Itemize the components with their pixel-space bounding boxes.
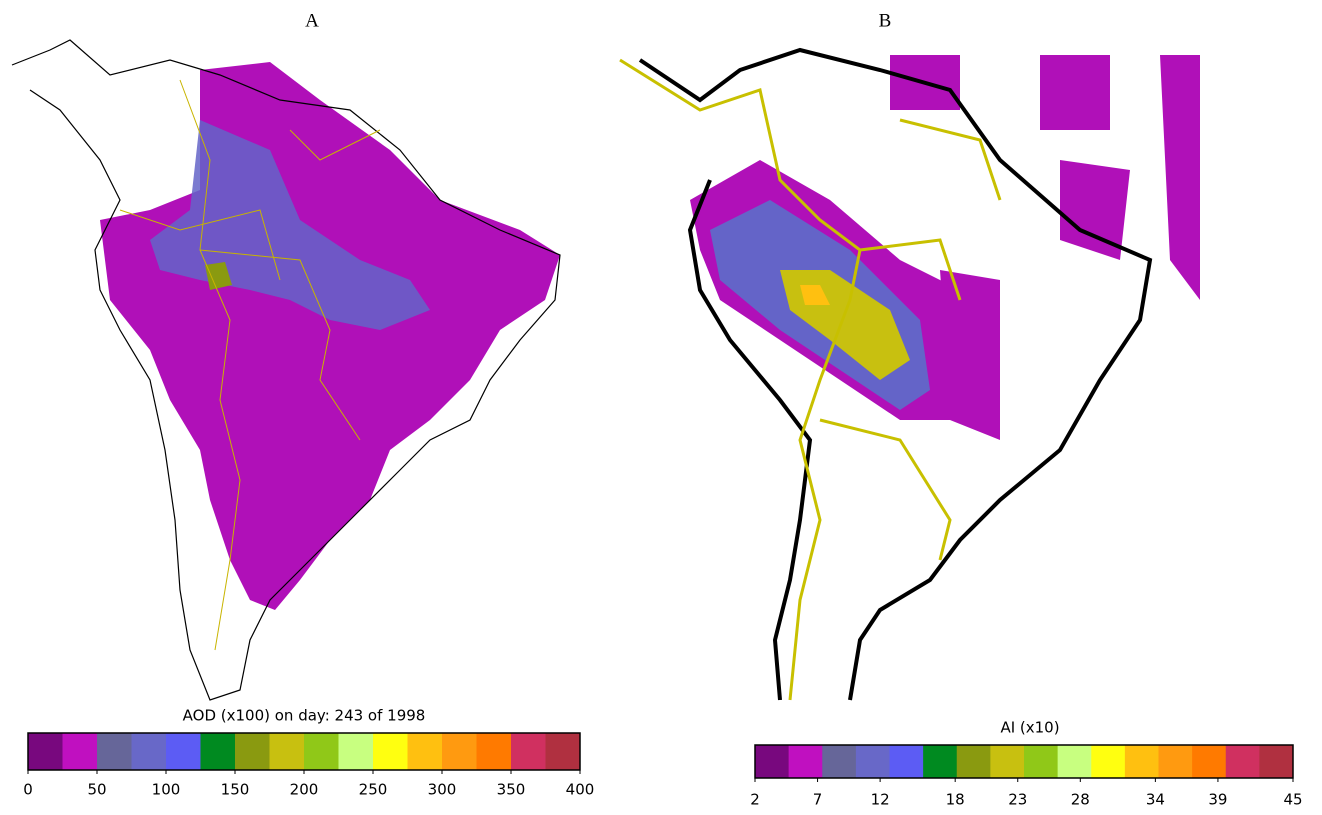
tick-label: 300 (428, 781, 457, 799)
map-a: A AOD (x100) on day: 243 of 1998 (11, 10, 561, 725)
tick-label: 39 (1208, 791, 1227, 809)
tick-label: 400 (566, 781, 595, 799)
colorbar-title: AOD (x100) on day: 243 of 1998 (183, 707, 426, 725)
color-swatch (62, 733, 98, 770)
borders (619, 58, 1002, 701)
coastline (11, 39, 561, 701)
color-swatch (373, 733, 408, 770)
color-swatch (1057, 745, 1092, 778)
color-swatch (855, 745, 890, 778)
aod-core (205, 262, 232, 290)
color-swatch (304, 733, 339, 770)
tick-label: 2 (750, 791, 760, 809)
color-swatch (822, 745, 857, 778)
tick-label: 100 (152, 781, 181, 799)
color-swatch (166, 733, 201, 770)
color-swatch (788, 745, 823, 778)
color-swatch (1024, 745, 1059, 778)
tick-label: 50 (87, 781, 106, 799)
color-swatch (269, 733, 305, 770)
tick-label: 350 (497, 781, 526, 799)
map-b: B AI (x10) (619, 10, 1200, 737)
color-swatch (923, 745, 958, 778)
ai-peak (800, 285, 830, 305)
tick-label: 250 (359, 781, 388, 799)
panel-label: B (879, 10, 892, 31)
tick-label: 23 (1008, 791, 1027, 809)
tick-label: 150 (221, 781, 250, 799)
color-swatch (755, 745, 790, 778)
color-swatch (131, 733, 167, 770)
colorbar-title: AI (x10) (1000, 719, 1059, 737)
color-swatch (1124, 745, 1159, 778)
color-swatch (1225, 745, 1260, 778)
panel-label: A (305, 10, 319, 31)
color-swatch (1158, 745, 1193, 778)
color-swatch (990, 745, 1025, 778)
tick-label: 28 (1071, 791, 1090, 809)
coastline (638, 47, 1153, 701)
color-swatch (1259, 745, 1294, 778)
ai-patches (890, 55, 1200, 440)
color-swatch (97, 733, 132, 770)
color-swatch (1091, 745, 1126, 778)
color-swatch (338, 733, 374, 770)
color-swatch (1192, 745, 1227, 778)
color-swatch (28, 733, 63, 770)
color-swatch (476, 733, 512, 770)
aod-field (100, 62, 560, 610)
color-swatch (235, 733, 270, 770)
colorbar-frame (754, 744, 1294, 779)
tick-label: 45 (1283, 791, 1302, 809)
color-swatch (200, 733, 236, 770)
tick-label: 7 (813, 791, 823, 809)
tick-label: 18 (946, 791, 965, 809)
tick-label: 200 (290, 781, 319, 799)
tick-label: 0 (23, 781, 33, 799)
color-swatch (407, 733, 443, 770)
tick-label: 12 (871, 791, 890, 809)
color-swatch (889, 745, 924, 778)
color-swatch (956, 745, 991, 778)
tick-label: 34 (1146, 791, 1165, 809)
color-swatch (545, 733, 581, 770)
borders (119, 79, 381, 651)
color-swatch (511, 733, 546, 770)
color-swatch (442, 733, 477, 770)
